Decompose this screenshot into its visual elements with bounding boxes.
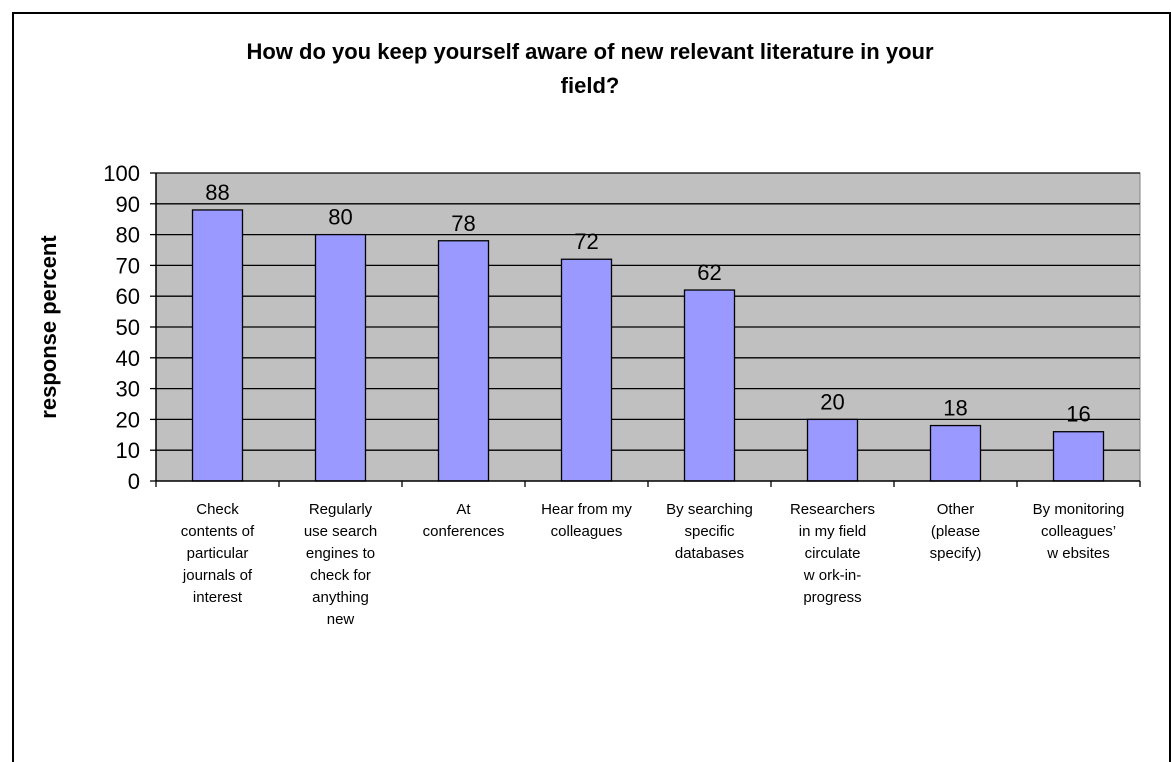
category-label-5-line-3: databases xyxy=(675,545,744,562)
category-label-2: Regularly use search engines to check for an… xyxy=(304,501,377,628)
category-label-4-line-1: Hear from my xyxy=(541,501,632,518)
category-label-1-line-1: Check xyxy=(196,501,239,518)
category-label-1: Check contents of particular journals of int… xyxy=(181,501,255,606)
y-tick-label-60: 60 xyxy=(116,284,140,309)
category-label-2-line-5: anything xyxy=(312,589,369,606)
category-label-2-line-1: Regularly xyxy=(309,501,373,518)
category-label-2-line-3: engines to xyxy=(306,545,375,562)
category-label-8-line-1: By monitoring xyxy=(1033,501,1125,518)
chart-title: How do you keep yourself aware of new re… xyxy=(246,39,934,98)
category-label-1-line-4: journals of xyxy=(182,567,253,584)
y-tick-label-20: 20 xyxy=(116,407,140,432)
y-tick-label-0: 0 xyxy=(128,469,140,494)
bar-5 xyxy=(683,289,736,482)
category-label-2-line-2: use search xyxy=(304,523,377,540)
category-label-5-line-2: specific xyxy=(684,523,735,540)
category-label-6-line-2: in my field xyxy=(799,523,867,540)
category-label-8-line-2: colleagues’ xyxy=(1041,523,1116,540)
value-label-8: 16 xyxy=(1066,402,1090,427)
value-label-3: 78 xyxy=(451,211,475,236)
bar-7 xyxy=(929,424,982,482)
category-label-4-line-2: colleagues xyxy=(551,523,623,540)
category-label-6-line-4: w ork-in- xyxy=(803,567,862,584)
value-label-2: 80 xyxy=(328,205,352,230)
y-tick-label-90: 90 xyxy=(116,192,140,217)
bars xyxy=(191,209,1105,482)
category-label-8: By monitoring colleagues’ w ebsites xyxy=(1033,501,1125,562)
bar-8 xyxy=(1052,431,1105,482)
category-label-1-line-3: particular xyxy=(187,545,249,562)
category-label-7-line-1: Other xyxy=(937,501,975,518)
value-labels: 88 80 78 72 62 20 18 16 xyxy=(205,180,1090,427)
y-tick-label-50: 50 xyxy=(116,315,140,340)
category-label-4: Hear from my colleagues xyxy=(541,501,632,540)
value-label-4: 72 xyxy=(574,229,598,254)
category-label-1-line-5: interest xyxy=(193,589,243,606)
value-label-7: 18 xyxy=(943,396,967,421)
bar-3 xyxy=(437,240,490,482)
category-label-1-line-2: contents of xyxy=(181,523,255,540)
y-tick-label-40: 40 xyxy=(116,346,140,371)
category-label-6-line-1: Researchers xyxy=(790,501,875,518)
y-tick-labels: 0 10 20 30 40 50 60 70 80 90 100 xyxy=(103,161,140,494)
y-axis-label: response percent xyxy=(36,235,61,419)
bar-4 xyxy=(560,258,613,482)
y-tick-label-80: 80 xyxy=(116,223,140,248)
category-label-6-line-3: circulate xyxy=(805,545,861,562)
bar-1 xyxy=(191,209,244,482)
category-label-8-line-3: w ebsites xyxy=(1046,545,1110,562)
category-label-2-line-4: check for xyxy=(310,567,371,584)
category-label-7: Other (please specify) xyxy=(930,501,982,562)
bar-6 xyxy=(806,418,859,482)
category-label-5-line-1: By searching xyxy=(666,501,753,518)
category-label-3: At conferences xyxy=(423,501,505,540)
value-label-1: 88 xyxy=(205,180,229,205)
category-label-5: By searching specific databases xyxy=(666,501,753,562)
category-label-3-line-2: conferences xyxy=(423,523,505,540)
chart-title-line-2: field? xyxy=(561,73,620,98)
category-label-2-line-6: new xyxy=(327,611,355,628)
y-tick-label-100: 100 xyxy=(103,161,140,186)
category-label-7-line-3: specify) xyxy=(930,545,982,562)
y-tick-label-70: 70 xyxy=(116,253,140,278)
y-tick-label-10: 10 xyxy=(116,438,140,463)
axes xyxy=(150,172,1141,487)
value-label-5: 62 xyxy=(697,260,721,285)
category-label-6: Researchers in my field circulate w ork-in-… xyxy=(790,501,875,606)
category-label-6-line-5: progress xyxy=(803,589,861,606)
value-label-6: 20 xyxy=(820,389,844,414)
category-label-7-line-2: (please xyxy=(931,523,980,540)
y-tick-label-30: 30 xyxy=(116,377,140,402)
bar-2 xyxy=(314,233,367,482)
category-labels: Check contents of particular journals of int… xyxy=(181,501,1125,628)
category-label-3-line-1: At xyxy=(456,501,471,518)
chart-title-line-1: How do you keep yourself aware of new re… xyxy=(246,39,934,64)
